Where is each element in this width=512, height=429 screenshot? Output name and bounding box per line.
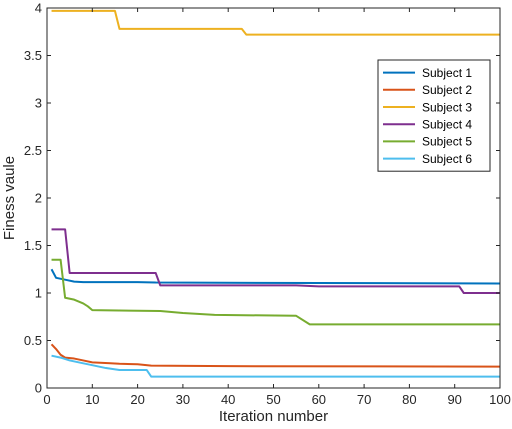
legend-label-subject-1: Subject 1	[422, 66, 472, 80]
legend-label-subject-4: Subject 4	[422, 118, 472, 132]
series-layer	[50, 9, 501, 378]
y-tick-label: 2	[35, 191, 42, 206]
x-tick-label: 50	[266, 392, 280, 407]
y-tick-label: 0.5	[24, 333, 42, 348]
legend-label-subject-5: Subject 5	[422, 135, 472, 149]
y-axis-title: Finess vaule	[1, 156, 18, 240]
y-tick-label: 4	[35, 1, 42, 16]
y-tick-label: 2.5	[24, 143, 42, 158]
x-tick-label: 80	[402, 392, 416, 407]
x-tick-label: 10	[85, 392, 99, 407]
y-tick-label: 3.5	[24, 48, 42, 63]
series-line-subject-3	[51, 9, 500, 36]
x-tick-label: 90	[447, 392, 461, 407]
y-tick-label: 0	[35, 381, 42, 396]
y-tick-label: 3	[35, 96, 42, 111]
legend-label-subject-3: Subject 3	[422, 100, 472, 114]
legend-label-subject-2: Subject 2	[422, 83, 472, 97]
series-line-subject-2	[50, 343, 501, 368]
series-line-subject-1	[50, 268, 501, 285]
ticks-layer: 0 10 20 30 40 50 60 70 80 90 100 0 0.5 1 1.5 2 2.5 3 3.5 4	[24, 1, 511, 408]
x-tick-label: 40	[221, 392, 235, 407]
legend: Subject 1 Subject 2 Subject 3 Subject 4 Subj…	[377, 59, 491, 172]
x-tick-label: 100	[489, 392, 511, 407]
x-tick-label: 30	[176, 392, 190, 407]
legend-box	[377, 59, 491, 172]
series-line-subject-5	[51, 258, 500, 326]
x-tick-label: 60	[312, 392, 326, 407]
legend-label-subject-6: Subject 6	[422, 152, 472, 166]
x-tick-label: 70	[357, 392, 371, 407]
series-line-subject-6	[51, 354, 500, 378]
x-axis-title: Iteration number	[219, 408, 328, 425]
y-tick-label: 1	[35, 286, 42, 301]
x-tick-label: 20	[130, 392, 144, 407]
series-line-subject-4	[51, 228, 500, 294]
y-tick-label: 1.5	[24, 238, 42, 253]
x-tick-label: 0	[43, 392, 50, 407]
